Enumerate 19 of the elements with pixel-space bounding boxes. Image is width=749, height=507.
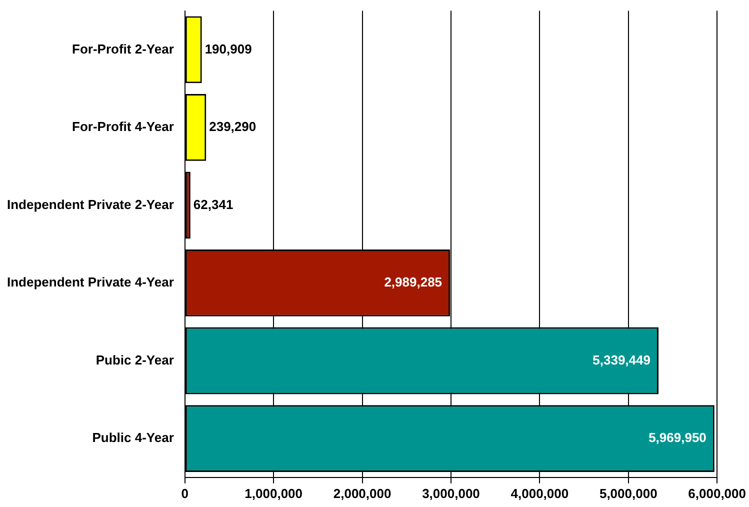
x-tick-label: 2,000,000 xyxy=(333,486,392,501)
x-tick-label: 5,000,000 xyxy=(599,486,658,501)
y-tick-label: Independent Private 2-Year xyxy=(6,196,174,212)
data-label: 190,909 xyxy=(204,41,252,56)
data-label: 239,290 xyxy=(209,119,256,134)
y-tick-label: For-Profit 2-Year xyxy=(72,41,174,56)
y-tick-label: Public 4-Year xyxy=(92,430,174,446)
y-tick-label: Independent Private 4-Year xyxy=(6,274,174,290)
y-tick-label: Pubic 2-Year xyxy=(96,352,174,368)
x-tick-label: 0 xyxy=(181,486,189,501)
data-label: 2,989,285 xyxy=(384,274,442,290)
y-tick-label: For-Profit 4-Year xyxy=(72,119,174,134)
x-tick-label: 6,000,000 xyxy=(688,486,746,501)
x-tick-label: 1,000,000 xyxy=(244,486,303,501)
data-label: 5,969,950 xyxy=(648,430,706,446)
x-tick-label: 3,000,000 xyxy=(422,486,480,501)
data-label: 62,341 xyxy=(193,196,234,212)
x-tick-label: 4,000,000 xyxy=(510,486,569,501)
data-label: 5,339,449 xyxy=(592,352,650,368)
